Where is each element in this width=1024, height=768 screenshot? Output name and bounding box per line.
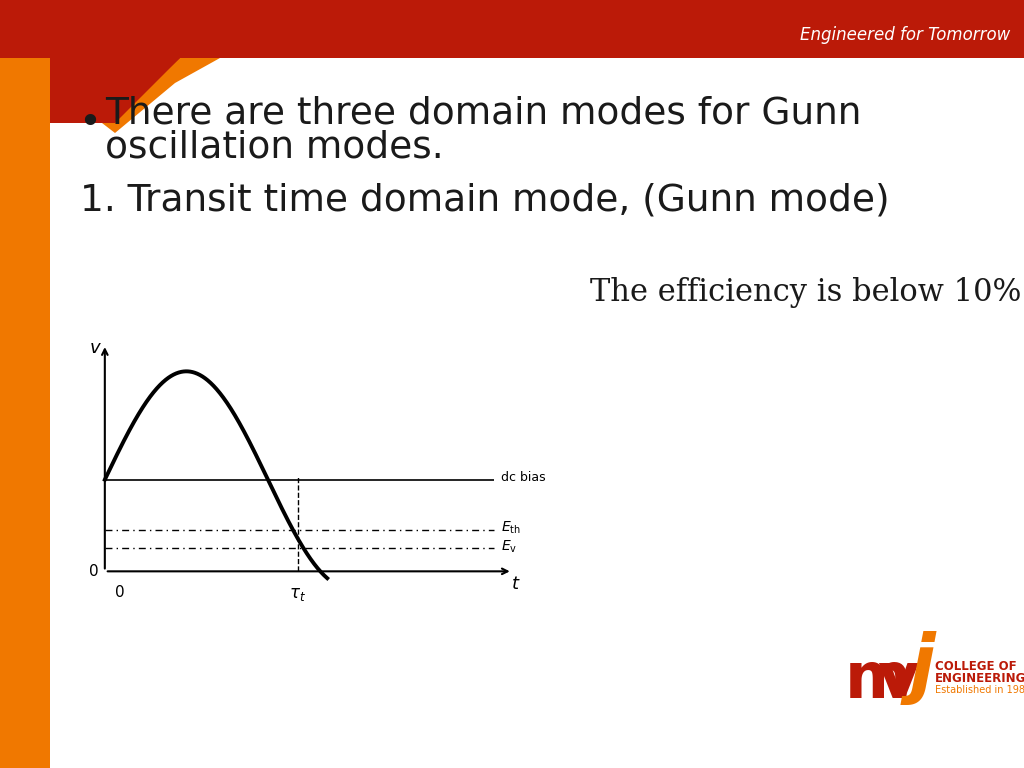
Text: There are three domain modes for Gunn: There are three domain modes for Gunn bbox=[105, 95, 861, 131]
Polygon shape bbox=[0, 0, 1024, 58]
Text: COLLEGE OF: COLLEGE OF bbox=[935, 660, 1017, 673]
Text: The efficiency is below 10%: The efficiency is below 10% bbox=[590, 277, 1021, 309]
Polygon shape bbox=[50, 58, 180, 118]
Text: •: • bbox=[78, 104, 101, 142]
Text: $t$: $t$ bbox=[512, 574, 521, 593]
Polygon shape bbox=[0, 0, 50, 768]
Text: oscillation modes.: oscillation modes. bbox=[105, 130, 443, 166]
Text: $v$: $v$ bbox=[89, 339, 102, 357]
Polygon shape bbox=[0, 58, 220, 83]
Text: Established in 1982: Established in 1982 bbox=[935, 685, 1024, 695]
Text: ENGINEERING: ENGINEERING bbox=[935, 671, 1024, 684]
Text: dc bias: dc bias bbox=[502, 471, 546, 484]
Text: 0: 0 bbox=[89, 564, 98, 579]
Text: $\tau_t$: $\tau_t$ bbox=[289, 585, 306, 603]
Text: 0: 0 bbox=[115, 584, 125, 600]
Text: 1. Transit time domain mode, (Gunn mode): 1. Transit time domain mode, (Gunn mode) bbox=[80, 182, 890, 218]
Text: v: v bbox=[877, 649, 919, 711]
Polygon shape bbox=[50, 83, 175, 133]
Text: j: j bbox=[910, 631, 936, 705]
Polygon shape bbox=[50, 58, 180, 123]
Text: $E_{\rm th}$: $E_{\rm th}$ bbox=[502, 519, 521, 536]
Text: $E_{\rm v}$: $E_{\rm v}$ bbox=[502, 538, 518, 554]
Text: Engineered for Tomorrow: Engineered for Tomorrow bbox=[800, 26, 1010, 44]
Text: m: m bbox=[845, 649, 911, 711]
